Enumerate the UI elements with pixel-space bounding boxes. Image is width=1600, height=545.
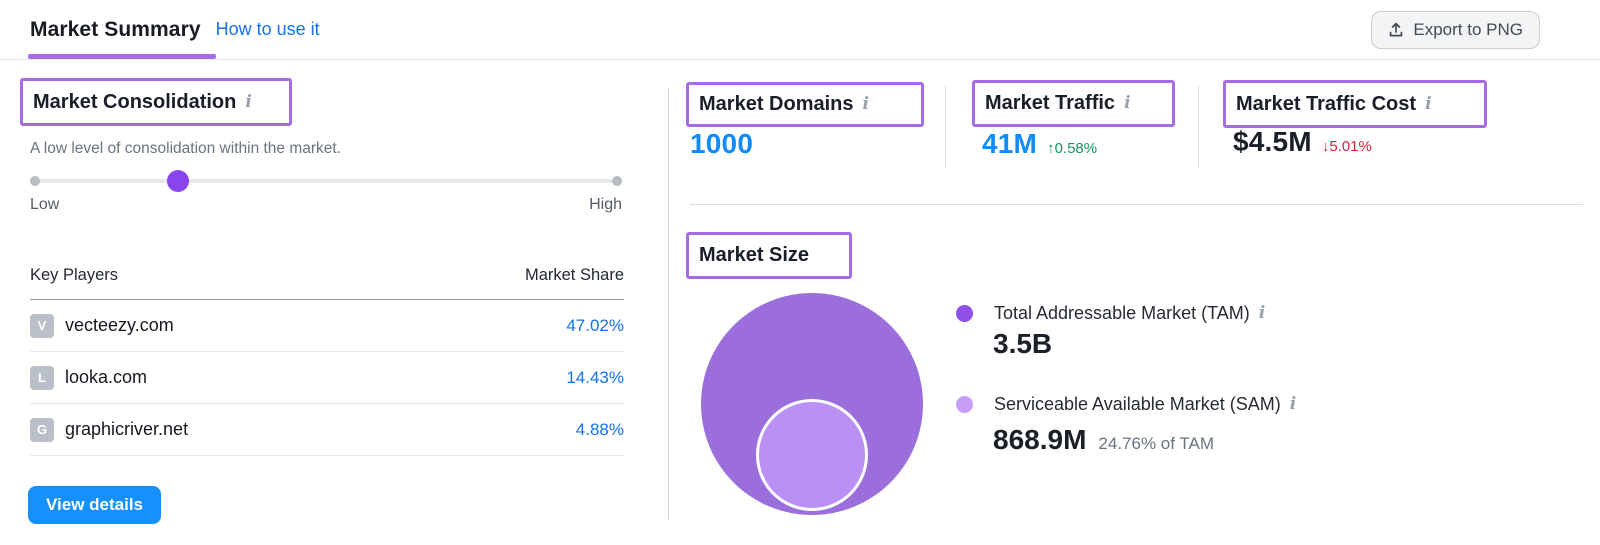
slider-handle[interactable] xyxy=(167,170,189,192)
table-row[interactable]: L looka.com 14.43% xyxy=(30,352,624,404)
export-png-button[interactable]: Export to PNG xyxy=(1371,10,1540,49)
slider-labels: Low High xyxy=(30,196,622,214)
sam-label: Serviceable Available Market (SAM) xyxy=(994,394,1281,414)
market-traffic-cost-annotation-box: Market Traffic Cost i xyxy=(1223,80,1487,128)
market-domains-annotation-box: Market Domains i xyxy=(686,82,924,127)
info-icon[interactable]: i xyxy=(1289,394,1297,414)
market-traffic-title: Market Traffic xyxy=(985,92,1116,114)
tam-label: Total Addressable Market (TAM) xyxy=(994,303,1250,323)
header: Market Summary How to use it Export to P… xyxy=(0,0,1600,60)
market-size-title: Market Size xyxy=(699,244,810,266)
market-traffic-cost-title: Market Traffic Cost xyxy=(1236,92,1417,115)
page-title: Market Summary xyxy=(30,17,201,41)
domain-favicon-badge: G xyxy=(30,417,54,442)
market-traffic-annotation-box: Market Traffic i xyxy=(972,80,1175,127)
table-row[interactable]: V vecteezy.com 47.02% xyxy=(30,300,624,352)
market-traffic-cost-value-row: $4.5M ↓5.01% xyxy=(1233,126,1372,158)
market-traffic-cost-value: $4.5M xyxy=(1233,126,1312,157)
market-domains-value-row: 1000 xyxy=(690,128,753,160)
info-icon[interactable]: i xyxy=(1124,93,1131,113)
tam-value-row: 3.5B xyxy=(993,328,1052,360)
domain-favicon-badge: L xyxy=(30,365,54,390)
domain-favicon-badge: V xyxy=(30,313,54,338)
market-share-value: 4.88% xyxy=(575,419,624,439)
stat-separator xyxy=(1198,86,1199,168)
slider-track xyxy=(30,179,622,183)
slider-high-end-dot xyxy=(612,176,622,186)
market-domains-value: 1000 xyxy=(690,128,754,159)
market-consolidation-annotation-box: Market Consolidation i xyxy=(20,78,292,126)
domain-link[interactable]: vecteezy.com xyxy=(65,315,174,335)
column-header-market-share: Market Share xyxy=(524,266,624,284)
info-icon[interactable]: i xyxy=(862,94,869,114)
stat-separator xyxy=(945,86,946,168)
sam-legend-label-row: Serviceable Available Market (SAM) i xyxy=(994,394,1296,415)
table-row[interactable]: G graphicriver.net 4.88% xyxy=(30,404,624,456)
market-traffic-cost-change: ↓5.01% xyxy=(1321,138,1372,155)
sam-percent-of-tam: 24.76% of TAM xyxy=(1098,434,1215,453)
active-tab-indicator xyxy=(28,54,216,59)
view-details-button[interactable]: View details xyxy=(28,486,162,524)
market-consolidation-title: Market Consolidation xyxy=(33,90,237,113)
market-traffic-value-row: 41M ↑0.58% xyxy=(982,128,1097,160)
info-icon[interactable]: i xyxy=(245,91,252,112)
sam-value-row: 868.9M 24.76% of TAM xyxy=(993,424,1214,456)
how-to-use-link[interactable]: How to use it xyxy=(215,19,320,39)
consolidation-description: A low level of consolidation within the … xyxy=(30,140,342,157)
consolidation-slider[interactable] xyxy=(30,169,622,193)
slider-low-end-dot xyxy=(30,176,40,186)
slider-low-label: Low xyxy=(30,196,60,213)
market-share-value: 14.43% xyxy=(566,367,624,387)
sam-legend-dot xyxy=(956,396,973,413)
tam-value: 3.5B xyxy=(993,328,1053,359)
export-button-label: Export to PNG xyxy=(1413,19,1523,39)
key-players-table: Key Players Market Share V vecteezy.com … xyxy=(30,260,624,456)
export-icon xyxy=(1388,22,1404,38)
domain-link[interactable]: graphicriver.net xyxy=(65,419,189,439)
slider-high-label: High xyxy=(589,196,622,213)
market-size-annotation-box: Market Size xyxy=(686,232,852,279)
sam-value: 868.9M xyxy=(993,424,1087,455)
table-header-row: Key Players Market Share xyxy=(30,260,624,300)
horizontal-divider xyxy=(690,204,1583,205)
column-divider xyxy=(668,88,669,520)
info-icon[interactable]: i xyxy=(1258,303,1266,323)
tam-legend-label-row: Total Addressable Market (TAM) i xyxy=(994,303,1265,324)
market-domains-title: Market Domains xyxy=(699,93,854,115)
sam-bubble[interactable] xyxy=(756,399,868,511)
info-icon[interactable]: i xyxy=(1425,93,1432,114)
market-share-value: 47.02% xyxy=(566,315,624,335)
market-traffic-value: 41M xyxy=(982,128,1038,159)
domain-link[interactable]: looka.com xyxy=(65,367,148,387)
column-header-key-players: Key Players xyxy=(30,266,119,284)
tam-legend-dot xyxy=(956,305,973,322)
market-traffic-change: ↑0.58% xyxy=(1047,140,1098,157)
